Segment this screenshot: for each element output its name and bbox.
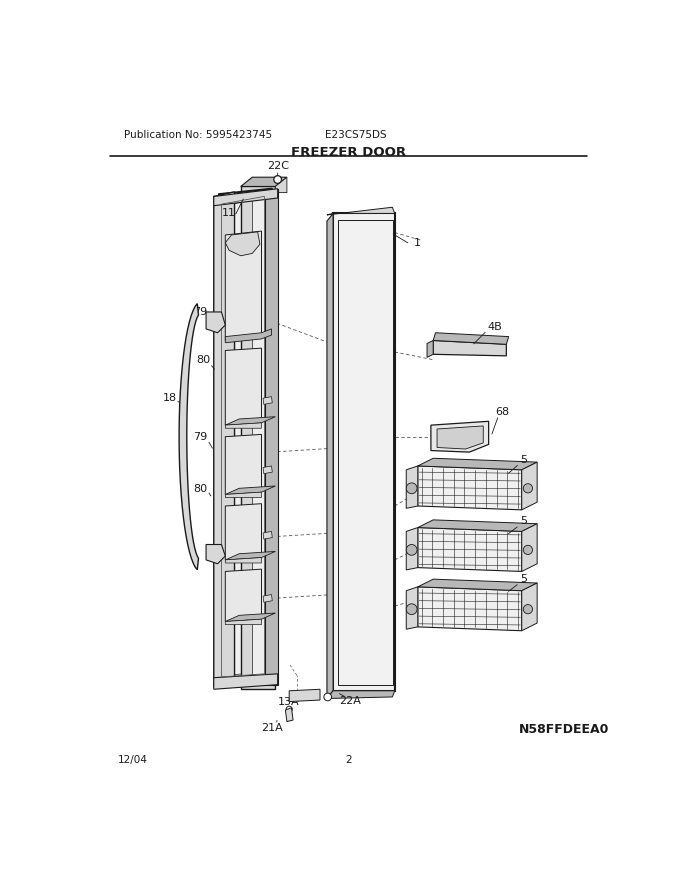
Polygon shape <box>333 213 394 691</box>
Text: 4B: 4B <box>488 322 502 333</box>
Polygon shape <box>214 674 277 689</box>
Circle shape <box>406 604 417 614</box>
Polygon shape <box>214 192 235 687</box>
Text: 5: 5 <box>521 455 528 465</box>
Text: 22C: 22C <box>267 161 288 171</box>
Polygon shape <box>263 595 272 602</box>
Text: E23CS75DS: E23CS75DS <box>326 130 387 140</box>
Polygon shape <box>418 520 537 532</box>
Polygon shape <box>225 423 262 429</box>
Polygon shape <box>522 462 537 510</box>
Circle shape <box>274 176 282 183</box>
Polygon shape <box>206 312 225 333</box>
Text: 80: 80 <box>197 355 211 364</box>
Polygon shape <box>225 231 260 256</box>
Text: Publication No: 5995423745: Publication No: 5995423745 <box>124 130 272 140</box>
Circle shape <box>406 545 417 555</box>
Polygon shape <box>225 613 275 621</box>
Text: N58FFDEEA0: N58FFDEEA0 <box>519 722 609 736</box>
Text: 12/04: 12/04 <box>118 755 148 765</box>
Text: 22A: 22A <box>339 696 361 706</box>
Polygon shape <box>427 341 433 357</box>
Text: 80: 80 <box>194 484 207 494</box>
Circle shape <box>450 430 466 446</box>
Text: 5: 5 <box>521 517 528 526</box>
Circle shape <box>324 693 332 700</box>
Text: 18: 18 <box>163 393 177 403</box>
Polygon shape <box>275 177 287 193</box>
Text: 1: 1 <box>414 238 422 247</box>
Polygon shape <box>433 341 507 356</box>
Circle shape <box>286 706 292 713</box>
Polygon shape <box>433 333 509 344</box>
Circle shape <box>293 692 301 700</box>
Polygon shape <box>263 397 272 405</box>
Polygon shape <box>179 304 199 569</box>
Polygon shape <box>225 435 262 495</box>
Polygon shape <box>225 569 262 621</box>
Polygon shape <box>225 558 262 563</box>
Polygon shape <box>327 691 394 699</box>
Polygon shape <box>406 466 418 509</box>
Circle shape <box>309 692 316 698</box>
Polygon shape <box>225 552 275 560</box>
Polygon shape <box>418 458 537 470</box>
Polygon shape <box>225 348 262 425</box>
Polygon shape <box>263 532 272 539</box>
Polygon shape <box>406 587 418 629</box>
Text: FREEZER DOOR: FREEZER DOOR <box>291 145 406 158</box>
Polygon shape <box>286 708 293 722</box>
Circle shape <box>406 483 417 494</box>
Polygon shape <box>418 579 537 590</box>
Text: 11: 11 <box>222 209 236 218</box>
Polygon shape <box>418 587 522 631</box>
Polygon shape <box>406 528 418 570</box>
Polygon shape <box>431 422 489 452</box>
Polygon shape <box>252 194 270 682</box>
Circle shape <box>524 484 532 493</box>
Polygon shape <box>214 188 277 206</box>
Polygon shape <box>225 416 275 425</box>
Polygon shape <box>225 620 262 625</box>
Text: 13A: 13A <box>277 697 299 708</box>
Polygon shape <box>418 528 522 571</box>
Polygon shape <box>241 187 275 689</box>
Polygon shape <box>225 492 262 497</box>
Polygon shape <box>263 466 272 473</box>
Polygon shape <box>206 545 225 564</box>
Polygon shape <box>522 583 537 631</box>
Polygon shape <box>327 213 333 699</box>
Text: 2: 2 <box>345 755 352 765</box>
Polygon shape <box>224 198 262 676</box>
Polygon shape <box>522 524 537 571</box>
Polygon shape <box>265 188 277 685</box>
Polygon shape <box>327 207 394 215</box>
Polygon shape <box>225 231 262 341</box>
Polygon shape <box>437 426 483 449</box>
Text: 79: 79 <box>194 432 208 442</box>
Circle shape <box>524 546 532 554</box>
Text: 5: 5 <box>521 574 528 584</box>
Polygon shape <box>418 466 522 510</box>
Polygon shape <box>225 329 271 343</box>
Text: 21A: 21A <box>260 722 282 733</box>
Polygon shape <box>225 486 275 495</box>
Polygon shape <box>289 689 320 701</box>
Text: 79: 79 <box>194 307 208 317</box>
Polygon shape <box>241 177 287 187</box>
Text: 68: 68 <box>496 407 509 417</box>
Polygon shape <box>225 503 262 560</box>
Circle shape <box>524 605 532 614</box>
